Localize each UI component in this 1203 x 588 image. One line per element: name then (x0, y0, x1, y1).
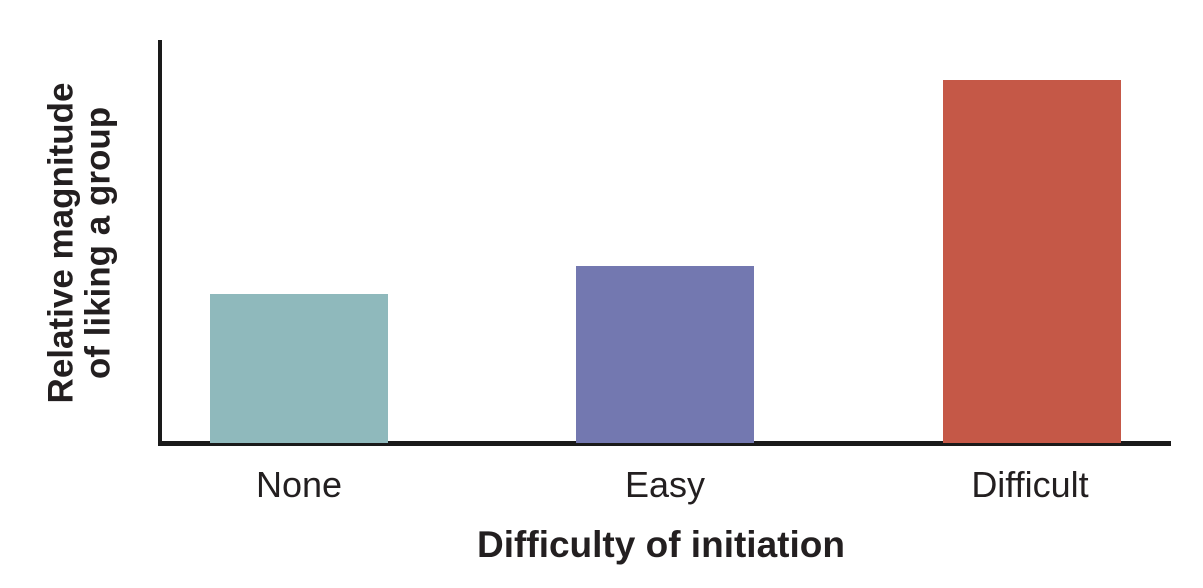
bar-easy (576, 266, 754, 443)
y-axis-title: Relative magnitude of liking a group (41, 82, 118, 404)
y-axis-line (158, 40, 162, 445)
x-tick-label-difficult: Difficult (971, 464, 1089, 505)
x-tick-label-none: None (255, 464, 343, 505)
x-tick-label-easy: Easy (624, 464, 706, 505)
y-axis-title-line2: of liking a group (79, 106, 118, 380)
bar-difficult (943, 80, 1121, 443)
x-axis-line (158, 441, 1171, 446)
bar-none (210, 294, 388, 443)
y-axis-title-line1: Relative magnitude (41, 82, 81, 404)
x-axis-title: Difficulty of initiation (477, 524, 845, 565)
